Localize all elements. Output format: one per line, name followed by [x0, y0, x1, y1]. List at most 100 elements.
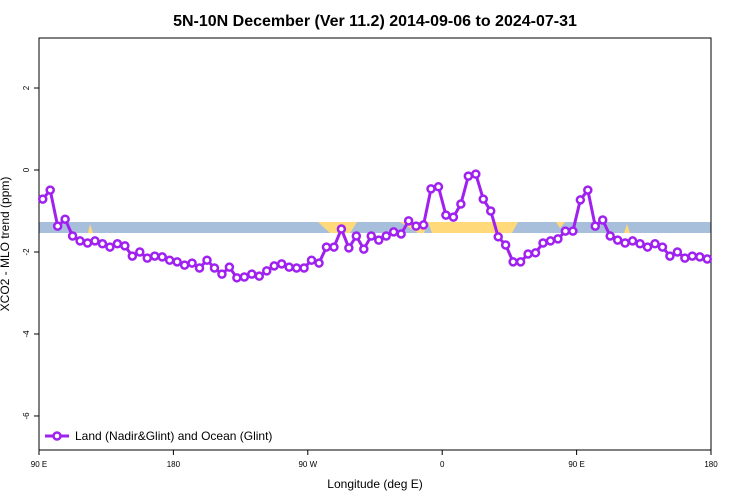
data-point	[553, 234, 563, 244]
data-point	[388, 227, 399, 237]
data-point	[665, 251, 675, 261]
data-point	[45, 185, 55, 195]
data-point	[590, 221, 601, 231]
data-point	[299, 263, 309, 273]
data-point	[172, 257, 182, 267]
data-point	[135, 247, 145, 257]
data-point	[232, 273, 242, 283]
data-point	[433, 182, 444, 192]
data-point	[515, 257, 526, 267]
data-point	[314, 258, 324, 268]
data-point	[67, 231, 78, 241]
data-point	[680, 253, 690, 263]
data-point	[575, 195, 586, 205]
legend-marker	[52, 431, 62, 441]
data-point	[396, 229, 406, 239]
data-point	[650, 239, 660, 249]
data-point	[545, 236, 556, 246]
data-point	[560, 226, 571, 236]
data-point	[254, 271, 265, 281]
data-point	[612, 235, 623, 245]
y-tick-label: -6	[22, 412, 31, 420]
data-point	[97, 239, 108, 249]
data-point	[52, 221, 63, 231]
data-point	[448, 212, 459, 222]
data-point	[149, 251, 160, 261]
data-point	[359, 244, 369, 254]
data-point	[179, 260, 190, 270]
data-point	[635, 239, 645, 249]
x-axis-label: Longitude (deg E)	[327, 477, 422, 491]
x-tick-label: 180	[704, 460, 718, 469]
data-point	[366, 231, 377, 241]
data-point	[112, 239, 123, 249]
data-point	[127, 251, 138, 261]
data-point	[523, 249, 533, 259]
data-point	[627, 236, 638, 246]
data-point	[209, 263, 220, 273]
data-point	[538, 238, 548, 248]
data-point	[500, 240, 511, 250]
data-point	[441, 210, 451, 220]
data-point	[381, 231, 391, 241]
data-point	[321, 242, 332, 252]
data-point	[702, 254, 713, 264]
x-tick-label: 180	[167, 460, 181, 469]
data-point	[493, 232, 503, 242]
data-point	[276, 259, 287, 269]
data-point	[418, 220, 429, 230]
data-point	[269, 261, 279, 271]
data-point	[605, 231, 615, 241]
data-point	[568, 226, 578, 236]
data-point	[142, 253, 153, 263]
plot-frame	[38, 37, 712, 451]
y-tick-label: 2	[22, 85, 31, 90]
data-point	[157, 252, 167, 262]
data-point	[75, 236, 85, 246]
data-point	[37, 194, 48, 204]
data-point	[478, 194, 489, 204]
data-point	[485, 206, 496, 216]
data-point	[642, 242, 653, 252]
data-point	[463, 171, 474, 181]
data-point	[336, 224, 347, 234]
data-point	[194, 263, 205, 273]
data-point	[695, 252, 705, 262]
data-point	[82, 238, 93, 248]
data-point	[351, 231, 362, 241]
data-point	[657, 242, 668, 252]
legend-label: Land (Nadir&Glint) and Ocean (Glint)	[75, 429, 272, 443]
data-point	[620, 238, 630, 248]
data-point	[508, 257, 518, 267]
x-tick-label: 90 E	[31, 460, 47, 469]
y-tick-label: 0	[22, 167, 31, 172]
data-point	[164, 255, 175, 265]
data-point	[597, 215, 608, 225]
data-point	[90, 236, 100, 246]
data-point	[187, 258, 197, 268]
data-point	[471, 169, 481, 179]
data-point	[239, 272, 250, 282]
data-point	[224, 262, 235, 272]
data-point	[284, 262, 294, 272]
data-point	[344, 243, 354, 253]
data-point	[687, 251, 698, 261]
data-point	[456, 199, 466, 209]
data-point	[120, 241, 130, 251]
y-tick-label: -2	[22, 248, 31, 256]
y-axis-label: XCO2 - MLO trend (ppm)	[0, 177, 12, 312]
data-point	[583, 185, 593, 195]
data-point	[403, 216, 414, 226]
y-tick-label: -4	[22, 330, 31, 338]
data-point	[247, 269, 257, 279]
data-point	[426, 184, 436, 194]
x-tick-label: 0	[440, 460, 445, 469]
data-point	[217, 269, 227, 279]
data-point	[202, 255, 212, 265]
data-point	[60, 214, 70, 224]
data-point	[672, 247, 683, 257]
data-point	[411, 221, 421, 231]
data-point	[105, 242, 115, 252]
data-point	[373, 235, 384, 245]
